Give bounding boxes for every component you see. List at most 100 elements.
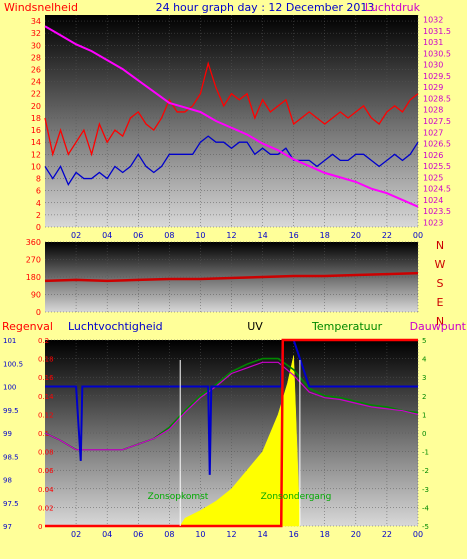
rain-tick-label: 0.2 — [38, 337, 49, 345]
wind-speed-tick-label: 12 — [31, 150, 41, 159]
temperature-label: Temperatuur — [311, 320, 383, 333]
time-tick-label: 14 — [257, 530, 267, 539]
pressure-tick-label: 1025 — [423, 173, 443, 182]
time-tick-label: 10 — [195, 530, 205, 539]
dewpoint-series-line — [44, 361, 419, 451]
pressure-tick-label: 1026 — [423, 151, 443, 160]
pressure-tick-label: 1028.5 — [423, 94, 451, 103]
time-tick-label: 08 — [164, 530, 174, 539]
temperature-tick-label: 0 — [422, 430, 426, 438]
time-tick-label: 16 — [289, 231, 299, 240]
gust-series-line — [44, 61, 419, 157]
uv-label: UV — [247, 320, 263, 333]
pressure-tick-label: 1023 — [423, 218, 443, 227]
humidity-tick-label: 101 — [3, 337, 16, 345]
time-tick-label: 16 — [289, 530, 299, 539]
bottom-time-axis: 02 04 06 08 10 12 14 16 18 20 22 00 — [71, 530, 423, 539]
time-tick-label: 02 — [71, 530, 81, 539]
humidity-tick-label: 98 — [3, 477, 12, 485]
rain-axis: 0.2 0.18 0.16 0.14 0.12 0.1 0.08 0.06 0.04 0.02 0 — [38, 337, 54, 531]
compass-letter: N — [436, 239, 444, 252]
wind-speed-tick-label: 34 — [31, 17, 41, 26]
direction-tick-label: 0 — [36, 308, 41, 317]
wind-speed-tick-label: 22 — [31, 90, 41, 99]
pressure-tick-label: 1025.5 — [423, 162, 451, 171]
top-time-axis: 02 04 06 08 10 12 14 16 18 20 22 00 — [71, 231, 423, 240]
time-tick-label: 06 — [133, 530, 143, 539]
uv-series-area — [179, 355, 301, 527]
compass-letter: W — [435, 258, 446, 271]
pressure-tick-label: 1027.5 — [423, 117, 451, 126]
time-tick-label: 18 — [320, 530, 330, 539]
graph-title: 24 hour graph day : 12 December 2013 — [156, 1, 375, 14]
average-series-line — [44, 135, 419, 186]
temperature-tick-label: -2 — [422, 467, 429, 475]
humidity-tick-label: 99.5 — [3, 407, 19, 415]
wind-speed-tick-label: 6 — [36, 187, 41, 196]
pressure-tick-label: 1024.5 — [423, 185, 451, 194]
time-tick-label: 00 — [413, 231, 423, 240]
temperature-tick-label: 5 — [422, 337, 426, 345]
rain-tick-label: 0.04 — [38, 486, 54, 494]
pressure-tick-label: 1024 — [423, 196, 443, 205]
direction-tick-label: 90 — [31, 291, 41, 300]
humidity-tick-label: 100 — [3, 384, 16, 392]
time-tick-label: 12 — [226, 231, 236, 240]
time-tick-label: 12 — [226, 530, 236, 539]
humidity-tick-label: 97.5 — [3, 500, 19, 508]
time-tick-label: 10 — [195, 231, 205, 240]
time-tick-label: 04 — [102, 231, 112, 240]
direction-tick-label: 270 — [26, 256, 41, 265]
direction-tick-label: 360 — [26, 238, 41, 247]
wind-speed-tick-label: 20 — [31, 102, 41, 111]
pressure-tick-label: 1028 — [423, 106, 443, 115]
time-tick-label: 20 — [351, 231, 361, 240]
sunset-label: Zonsondergang — [261, 492, 332, 502]
rain-tick-label: 0.18 — [38, 356, 54, 364]
humidity-axis: 101 100.5 100 99.5 99 98.5 98 97.5 97 — [3, 337, 23, 531]
pressure-tick-label: 1026.5 — [423, 140, 451, 149]
wind-speed-tick-label: 4 — [36, 199, 41, 208]
wind-speed-tick-label: 18 — [31, 114, 41, 123]
wind-speed-tick-label: 8 — [36, 175, 41, 184]
temperature-tick-label: -4 — [422, 504, 430, 512]
direction-series — [44, 271, 419, 283]
wind-speed-tick-label: 32 — [31, 29, 41, 38]
wind-speed-tick-label: 30 — [31, 41, 41, 50]
time-tick-label: 08 — [164, 231, 174, 240]
humidity-tick-label: 97 — [3, 523, 12, 531]
pressure-tick-label: 1030.5 — [423, 49, 451, 58]
wind-speed-tick-label: 26 — [31, 66, 41, 75]
rain-tick-label: 0.12 — [38, 411, 54, 419]
wind-speed-tick-label: 0 — [36, 223, 41, 232]
time-tick-label: 02 — [71, 231, 81, 240]
time-tick-label: 22 — [382, 530, 392, 539]
rain-tick-label: 0.08 — [38, 449, 54, 457]
humidity-tick-label: 99 — [3, 430, 12, 438]
rain-tick-label: 0.06 — [38, 467, 54, 475]
humidity-label: Luchtvochtigheid — [68, 320, 163, 333]
dewpoint-label: Dauwpunt — [410, 320, 467, 333]
rain-label: Regenval — [2, 320, 53, 333]
rain-tick-label: 0.14 — [38, 393, 54, 401]
pressure-tick-label: 1029 — [423, 83, 443, 92]
wind-speed-tick-label: 28 — [31, 53, 41, 62]
pressure-series-line — [44, 25, 419, 208]
wind-speed-label: Windsnelheid — [4, 1, 78, 14]
top-grid — [45, 15, 419, 228]
temperature-tick-label: 3 — [422, 374, 426, 382]
time-tick-label: 14 — [257, 231, 267, 240]
pressure-tick-label: 1032 — [423, 16, 443, 25]
temperature-tick-label: -5 — [422, 523, 429, 531]
temperature-tick-label: 2 — [422, 393, 426, 401]
rain-tick-label: 0.1 — [38, 430, 49, 438]
time-tick-label: 20 — [351, 530, 361, 539]
rain-tick-label: 0 — [38, 523, 42, 531]
time-tick-label: 06 — [133, 231, 143, 240]
humidity-tick-label: 100.5 — [3, 360, 23, 368]
humidity-tick-label: 98.5 — [3, 453, 19, 461]
wind-speed-tick-label: 16 — [31, 126, 41, 135]
